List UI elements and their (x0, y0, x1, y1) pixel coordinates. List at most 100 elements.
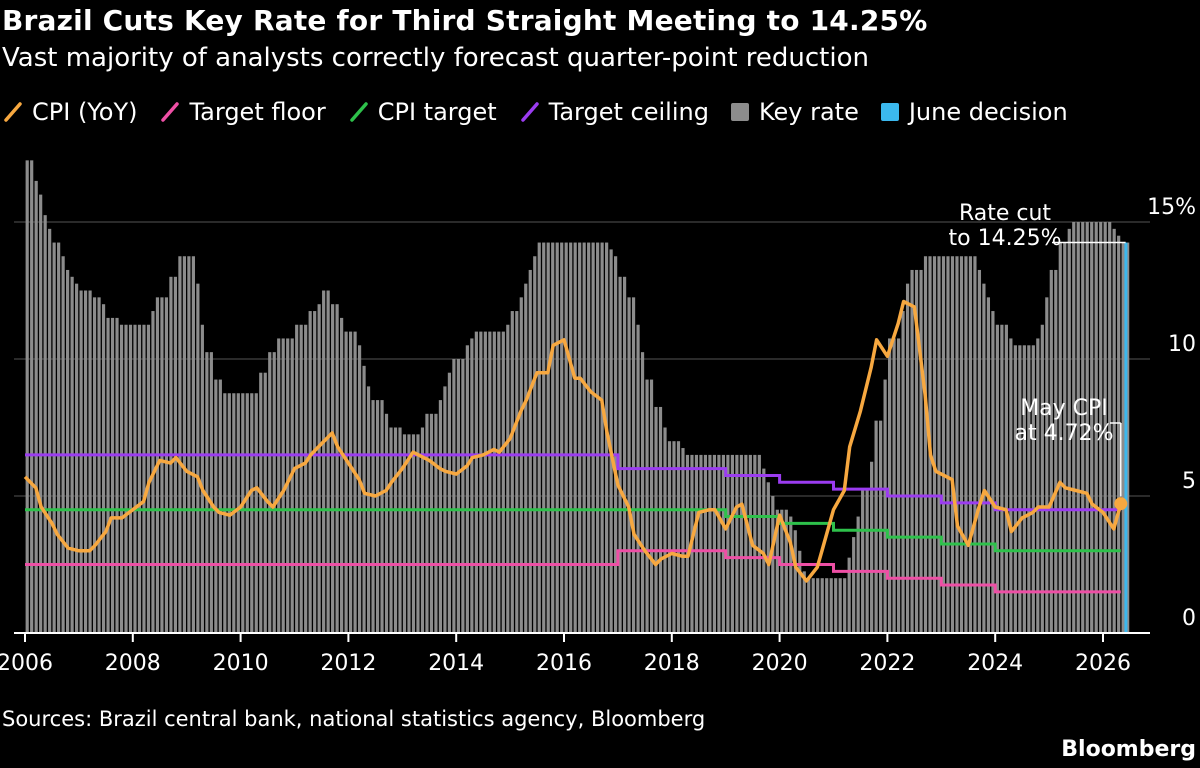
key-rate-bar-152 (708, 454, 712, 633)
key-rate-bar-154 (717, 454, 721, 633)
key-rate-bar-56 (277, 338, 281, 633)
brand-logo: Bloomberg (1061, 737, 1196, 762)
key-rate-bar-216 (995, 324, 999, 633)
cpi-target-line (25, 508, 1121, 553)
key-rate-bar-126 (591, 242, 595, 634)
key-rate-bar-34 (178, 256, 182, 633)
key-rate-bar-78 (375, 400, 380, 633)
legend-label-5: June decision (908, 98, 1068, 126)
y-axis: 0 5 10 15% (1147, 195, 1196, 631)
key-rate-bar-207 (955, 256, 959, 633)
key-rate-bar-140 (654, 406, 658, 633)
key-rate-bar-11 (75, 283, 79, 633)
key-rate-bar-15 (92, 297, 97, 633)
key-rate-bar-79 (380, 400, 384, 633)
key-rate-bar-217 (1000, 324, 1004, 633)
legend-item-1: Target floor (159, 98, 326, 126)
key-rate-bar-38 (196, 283, 200, 633)
key-rate-bar-3 (39, 194, 43, 633)
legend-label-1: Target floor (189, 98, 326, 126)
x-axis: 2006 2008 2010 2012 2014 2016 2018 2020 2022 2024… (0, 632, 1150, 675)
y-tick-label-1: 5 (1182, 469, 1196, 494)
key-rate-bar-186 (861, 489, 865, 633)
key-rate-bar-235 (1081, 222, 1085, 633)
key-rate-bar-212 (977, 269, 982, 633)
legend-item-2: CPI target (348, 98, 497, 126)
key-rate-bar-188 (870, 461, 874, 633)
x-tick-label-2: 2010 (213, 651, 269, 675)
key-rate-bar-193 (892, 338, 896, 633)
key-rate-bar-133 (622, 276, 627, 633)
key-rate-bar-112 (528, 269, 532, 633)
key-rate-bar-8 (61, 256, 65, 633)
key-rate-bar-127 (596, 242, 600, 634)
x-tick-label-6: 2018 (644, 651, 700, 675)
key-rate-bar-84 (402, 434, 407, 633)
key-rate-bar-174 (807, 578, 811, 633)
key-rate-bar-239 (1099, 222, 1103, 633)
key-rate-bar-110 (519, 297, 523, 633)
x-tick-label-1: 2008 (105, 651, 161, 675)
key-rate-bar-182 (843, 578, 847, 633)
key-rate-bar-173 (802, 571, 806, 633)
key-rate-bar-169 (784, 509, 788, 633)
key-rate-bar-98 (465, 345, 469, 633)
key-rate-bar-31 (164, 297, 169, 633)
key-rate-bar-40 (205, 352, 209, 633)
key-rate-bar-99 (470, 338, 474, 633)
key-rate-bar-69 (335, 304, 339, 633)
key-rate-bar-26 (142, 324, 146, 633)
x-tick-label-3: 2012 (320, 651, 376, 675)
key-rate-bar-221 (1018, 345, 1022, 633)
key-rate-bar-161 (748, 454, 752, 633)
legend-swatch-5 (880, 103, 899, 121)
key-rate-bar-43 (218, 379, 222, 633)
x-tick-label-10: 2026 (1075, 651, 1131, 675)
key-rate-bar-219 (1009, 338, 1013, 633)
key-rate-bar-183 (847, 557, 851, 633)
key-rate-bar-96 (456, 359, 460, 633)
key-rate-bar-66 (322, 290, 326, 633)
key-rate-bar-199 (919, 269, 923, 633)
key-rate-bar-185 (856, 516, 860, 633)
key-rate-bar-35 (182, 256, 186, 633)
key-rate-bar-157 (730, 454, 734, 633)
key-rate-bar-228 (1049, 269, 1053, 633)
chart-legend: CPI (YoY) Target floor CPI target Target ce… (2, 97, 1068, 127)
key-rate-bar-245 (1126, 242, 1130, 634)
key-rate-bar-86 (411, 434, 416, 633)
legend-item-5: June decision (880, 98, 1068, 126)
key-rate-bar-95 (452, 359, 456, 633)
x-tick-label-0: 2006 (0, 651, 53, 675)
key-rate-bar-117 (551, 242, 555, 634)
key-rate-bar-121 (569, 242, 573, 634)
key-rate-bar-119 (560, 242, 564, 634)
key-rate-bar-0 (25, 160, 29, 633)
key-rate-bar-194 (896, 338, 901, 633)
key-rate-bar-92 (438, 400, 443, 633)
key-rate-bar-224 (1031, 345, 1035, 633)
key-rate-bar-226 (1040, 324, 1044, 633)
key-rate-bar-132 (618, 276, 622, 633)
key-rate-bar-242 (1112, 228, 1116, 633)
key-rate-bar-181 (838, 578, 842, 633)
key-rate-bar-2 (34, 180, 38, 633)
key-rate-bar-166 (771, 496, 775, 633)
key-rate-bar-168 (780, 509, 784, 633)
key-rate-bar-149 (694, 454, 699, 633)
key-rate-bar-77 (371, 400, 375, 633)
key-rate-bar-192 (888, 338, 892, 633)
key-rate-bar-147 (685, 454, 690, 633)
key-rate-bar-123 (578, 242, 582, 634)
rate-cut-label-1: to 14.25% (949, 226, 1062, 251)
key-rate-bar-179 (829, 578, 833, 633)
key-rate-bar-198 (914, 269, 919, 633)
key-rate-bar-85 (407, 434, 411, 633)
key-rate-bar-176 (816, 578, 820, 633)
key-rate-bar-103 (488, 331, 492, 633)
key-rate-bar-74 (357, 345, 362, 633)
key-rate-bar-178 (825, 578, 829, 633)
legend-swatch-2 (349, 102, 368, 122)
key-rate-bar-82 (393, 427, 398, 633)
key-rate-bar-202 (932, 256, 937, 633)
